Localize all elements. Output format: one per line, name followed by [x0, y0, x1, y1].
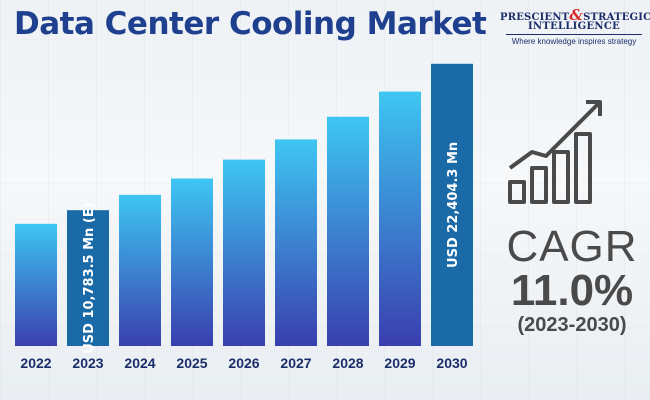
x-tick-label: 2026 [228, 355, 259, 371]
bar-2026 [223, 159, 265, 346]
bar-2027 [275, 139, 317, 346]
cagr-value: 11.0% [510, 266, 634, 315]
bar-2022 [15, 223, 57, 346]
x-tick-label: 2023 [72, 355, 103, 371]
logo-ampersand: & [569, 6, 584, 24]
x-tick-label: 2027 [280, 355, 311, 371]
x-tick-label: 2022 [20, 355, 51, 371]
x-tick-label: 2024 [124, 355, 155, 371]
cagr-period: (2023-2030) [517, 314, 627, 336]
bar-chart: 2022 2023 2024 2025 2026 2027 2028 2029 2030 USD… [15, 63, 473, 371]
logo-wordmark-line1: PRESCIENT&STRATEGIC [500, 6, 650, 24]
x-tick-label: 2028 [332, 355, 363, 371]
logo-divider [506, 34, 642, 35]
logo-tagline: Where knowledge inspires strategy [511, 37, 637, 46]
bar-value-label: USD 10,783.5 Mn (E) [82, 202, 97, 353]
page-title: Data Center Cooling Market [14, 6, 487, 42]
bar-group [15, 63, 473, 347]
bar-2024 [119, 194, 161, 346]
bar-2029 [379, 91, 421, 347]
bar-2030 [431, 63, 473, 347]
logo-word-right: STRATEGIC [583, 12, 650, 23]
logo-wordmark-line2: INTELLIGENCE [527, 21, 621, 32]
x-axis-labels: 2022 2023 2024 2025 2026 2027 2028 2029 2030 [20, 355, 467, 371]
logo-word-left: PRESCIENT [500, 12, 570, 23]
company-logo: PRESCIENT&STRATEGIC INTELLIGENCE Where k… [500, 6, 650, 46]
x-tick-label: 2025 [176, 355, 207, 371]
bar-2028 [327, 116, 369, 346]
cagr-label: CAGR [506, 222, 638, 271]
bar-2023 [67, 210, 109, 346]
bar-value-labels: USD 10,783.5 Mn (E) USD 22,404.3 Mn [82, 142, 461, 354]
growth-chart-icon [508, 100, 602, 204]
bar-value-label: USD 22,404.3 Mn [446, 142, 461, 268]
bar-2025 [171, 178, 213, 346]
x-tick-label: 2030 [436, 355, 467, 371]
x-tick-label: 2029 [384, 355, 415, 371]
